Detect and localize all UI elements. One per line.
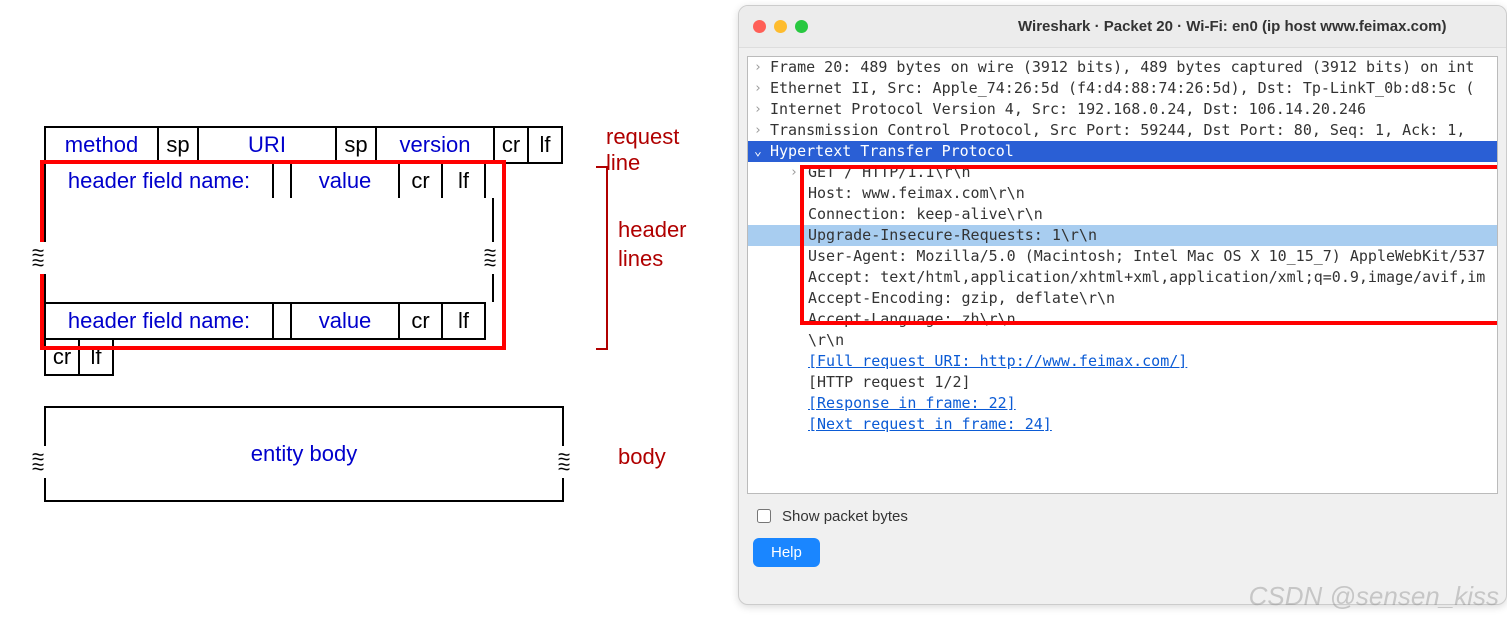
header-line-row-2: header field name: valuecrlf — [44, 304, 598, 340]
close-icon[interactable] — [753, 20, 766, 33]
approx-right-2 — [556, 446, 572, 478]
line-text: [HTTP request 1/2] — [808, 373, 971, 391]
cell-method: method — [44, 126, 159, 164]
tree-line[interactable]: Accept-Language: zh\r\n — [748, 309, 1497, 330]
cell-lf: lf — [527, 126, 563, 164]
tree-line[interactable]: › Internet Protocol Version 4, Src: 192.1… — [748, 99, 1497, 120]
minimize-icon[interactable] — [774, 20, 787, 33]
entity-body-box: entity body — [44, 406, 564, 502]
chevron-icon[interactable]: ⌄ — [754, 141, 762, 162]
cell-blank — [272, 162, 292, 200]
http-structure-diagram: methodspURIspversioncrlf header field na… — [38, 128, 598, 376]
wireshark-window: Wireshark · Packet 20 · Wi-Fi: en0 (ip h… — [738, 5, 1507, 605]
show-bytes-input[interactable] — [757, 509, 771, 523]
line-text: Hypertext Transfer Protocol — [770, 142, 1014, 160]
chevron-icon[interactable]: › — [754, 120, 762, 141]
header-gap-row — [44, 200, 598, 304]
window-title: Wireshark · Packet 20 · Wi-Fi: en0 (ip h… — [1018, 18, 1446, 35]
chevron-icon[interactable]: › — [790, 162, 798, 183]
header-line-row-1: header field name: valuecrlf — [44, 164, 598, 200]
line-text: Upgrade-Insecure-Requests: 1\r\n — [808, 226, 1097, 244]
cell-cr: cr — [44, 338, 80, 376]
label-body: body — [618, 444, 666, 470]
cell-header field name:: header field name: — [44, 302, 274, 340]
tree-line[interactable]: › Frame 20: 489 bytes on wire (3912 bits)… — [748, 57, 1497, 78]
packet-tree[interactable]: › Frame 20: 489 bytes on wire (3912 bits)… — [747, 56, 1498, 494]
header-lines-bracket — [596, 166, 608, 350]
tree-line[interactable]: ⌄ Hypertext Transfer Protocol — [748, 141, 1497, 162]
chevron-icon[interactable]: › — [754, 78, 762, 99]
tree-line[interactable]: \r\n — [748, 330, 1497, 351]
link-text[interactable]: [Response in frame: 22] — [808, 394, 1016, 412]
line-text: Accept-Encoding: gzip, deflate\r\n — [808, 289, 1115, 307]
show-bytes-label: Show packet bytes — [782, 508, 908, 525]
tree-line[interactable]: › GET / HTTP/1.1\r\n — [748, 162, 1497, 183]
cell-value: value — [290, 162, 400, 200]
request-line-row: methodspURIspversioncrlf — [44, 128, 598, 164]
line-text: Transmission Control Protocol, Src Port:… — [770, 121, 1465, 139]
line-text: Ethernet II, Src: Apple_74:26:5d (f4:d4:… — [770, 79, 1474, 97]
chevron-icon[interactable]: › — [754, 99, 762, 120]
tree-line[interactable]: [Full request URI: http://www.feimax.com… — [748, 351, 1497, 372]
tree-line[interactable]: User-Agent: Mozilla/5.0 (Macintosh; Inte… — [748, 246, 1497, 267]
show-packet-bytes-checkbox[interactable]: Show packet bytes — [753, 506, 908, 526]
cell-cr: cr — [493, 126, 529, 164]
approx-left-2 — [30, 446, 46, 478]
approx-right-1 — [482, 242, 498, 274]
tree-line[interactable]: Accept-Encoding: gzip, deflate\r\n — [748, 288, 1497, 309]
line-text: Internet Protocol Version 4, Src: 192.16… — [770, 100, 1366, 118]
link-text[interactable]: [Full request URI: http://www.feimax.com… — [808, 352, 1187, 370]
maximize-icon[interactable] — [795, 20, 808, 33]
tree-line[interactable]: › Ethernet II, Src: Apple_74:26:5d (f4:d4… — [748, 78, 1497, 99]
tree-line[interactable]: Connection: keep-alive\r\n — [748, 204, 1497, 225]
traffic-lights — [753, 20, 808, 33]
cell-sp: sp — [335, 126, 377, 164]
cell-value: value — [290, 302, 400, 340]
line-text: \r\n — [808, 331, 844, 349]
cell-sp: sp — [157, 126, 199, 164]
cell-cr: cr — [398, 162, 443, 200]
link-text[interactable]: [Next request in frame: 24] — [808, 415, 1052, 433]
cell-cr: cr — [398, 302, 443, 340]
approx-left — [30, 242, 46, 274]
label-header-lines: headerlines — [618, 216, 687, 273]
entity-body-label: entity body — [251, 441, 357, 467]
titlebar: Wireshark · Packet 20 · Wi-Fi: en0 (ip h… — [739, 6, 1506, 48]
label-request-line: request line — [606, 124, 679, 177]
tree-line[interactable]: Upgrade-Insecure-Requests: 1\r\n — [748, 225, 1497, 246]
tree-line[interactable]: [Next request in frame: 24] — [748, 414, 1497, 435]
chevron-icon[interactable]: › — [754, 57, 762, 78]
line-text: GET / HTTP/1.1\r\n — [808, 163, 971, 181]
watermark: CSDN @sensen_kiss — [1249, 581, 1499, 612]
tree-line[interactable]: Host: www.feimax.com\r\n — [748, 183, 1497, 204]
tree-line[interactable]: Accept: text/html,application/xhtml+xml,… — [748, 267, 1497, 288]
footer: Show packet bytes Help — [739, 502, 1506, 567]
line-text: Accept: text/html,application/xhtml+xml,… — [808, 268, 1485, 286]
cell-blank — [272, 302, 292, 340]
tree-line[interactable]: [HTTP request 1/2] — [748, 372, 1497, 393]
cell-lf: lf — [441, 162, 486, 200]
cell-version: version — [375, 126, 495, 164]
line-text: User-Agent: Mozilla/5.0 (Macintosh; Inte… — [808, 247, 1485, 265]
cell-lf: lf — [78, 338, 114, 376]
line-text: Accept-Language: zh\r\n — [808, 310, 1016, 328]
crlf-row: crlf — [44, 340, 598, 376]
cell-URI: URI — [197, 126, 337, 164]
line-text: Frame 20: 489 bytes on wire (3912 bits),… — [770, 58, 1474, 76]
cell-header field name:: header field name: — [44, 162, 274, 200]
tree-line[interactable]: › Transmission Control Protocol, Src Port… — [748, 120, 1497, 141]
line-text: Connection: keep-alive\r\n — [808, 205, 1043, 223]
help-button[interactable]: Help — [753, 538, 820, 567]
tree-line[interactable]: [Response in frame: 22] — [748, 393, 1497, 414]
cell-lf: lf — [441, 302, 486, 340]
line-text: Host: www.feimax.com\r\n — [808, 184, 1025, 202]
